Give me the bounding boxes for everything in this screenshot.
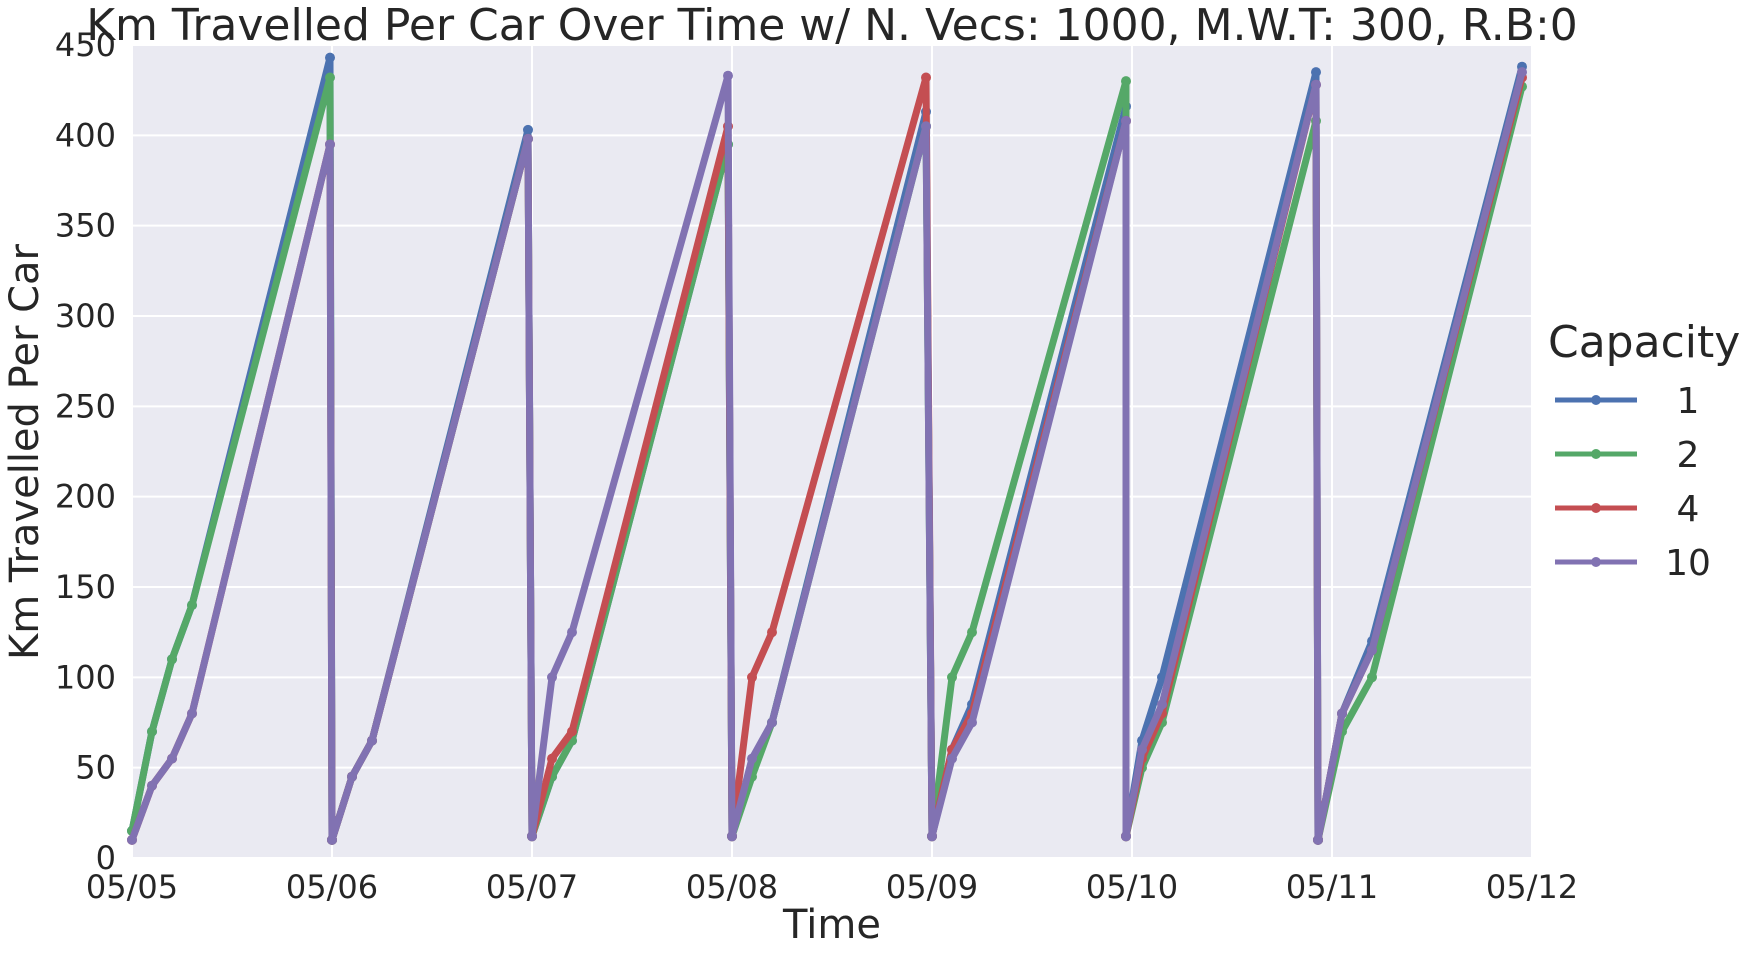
- y-axis-label: Km Travelled Per Car: [2, 243, 48, 660]
- chart-title: Km Travelled Per Car Over Time w/ N. Vec…: [86, 0, 1578, 51]
- data-point: [187, 600, 197, 611]
- y-tick-label: 350: [55, 207, 116, 245]
- data-point: [147, 726, 157, 737]
- x-tick-label: 05/08: [686, 868, 778, 906]
- data-point: [1517, 67, 1527, 78]
- data-point: [523, 124, 533, 135]
- y-tick-label: 400: [55, 116, 116, 154]
- data-point: [325, 72, 335, 83]
- data-point: [325, 52, 335, 63]
- legend-title: Capacity: [1548, 317, 1740, 368]
- x-tick-label: 05/10: [1086, 868, 1178, 906]
- data-point: [167, 753, 177, 764]
- data-point: [1367, 645, 1377, 656]
- data-point: [327, 834, 337, 845]
- data-point: [727, 831, 737, 842]
- legend-label-1: 1: [1677, 381, 1700, 422]
- x-tick-label: 05/11: [1286, 868, 1378, 906]
- series-layer: [127, 52, 1527, 845]
- x-tick-label: 05/07: [486, 868, 578, 906]
- x-axis-ticks: 05/05 05/06 05/07 05/08 05/09 05/10 05/11 05/12: [86, 868, 1578, 906]
- data-point: [1157, 699, 1167, 710]
- data-point: [927, 831, 937, 842]
- y-tick-label: 150: [55, 568, 116, 606]
- data-point: [747, 672, 757, 683]
- legend-label-10: 10: [1665, 543, 1711, 584]
- data-point: [567, 627, 577, 638]
- data-point: [1311, 79, 1321, 90]
- data-point: [325, 139, 335, 150]
- data-point: [167, 654, 177, 665]
- data-point: [1157, 672, 1167, 683]
- data-point: [367, 735, 377, 746]
- data-point: [947, 672, 957, 683]
- data-point: [921, 72, 931, 83]
- x-tick-label: 05/09: [886, 868, 978, 906]
- data-point: [723, 70, 733, 81]
- data-point: [1121, 831, 1131, 842]
- data-point: [527, 831, 537, 842]
- legend-marker-2: [1591, 449, 1601, 459]
- x-tick-label: 05/05: [86, 868, 178, 906]
- legend-marker-1: [1591, 395, 1601, 405]
- data-point: [967, 627, 977, 638]
- y-tick-label: 250: [55, 387, 116, 425]
- data-point: [523, 133, 533, 144]
- data-point: [347, 771, 357, 782]
- y-tick-label: 100: [55, 658, 116, 696]
- data-point: [127, 834, 137, 845]
- data-point: [1121, 115, 1131, 126]
- data-point: [567, 726, 577, 737]
- legend-marker-4: [1591, 503, 1601, 513]
- series-10: [127, 67, 1527, 845]
- y-tick-label: 0: [96, 839, 116, 877]
- data-point: [767, 717, 777, 728]
- data-point: [147, 780, 157, 791]
- legend-label-4: 4: [1677, 489, 1700, 530]
- x-axis-label: Time: [782, 902, 881, 948]
- data-point: [1137, 744, 1147, 755]
- data-point: [187, 708, 197, 719]
- y-axis-ticks: 0 50 100 150 200 250 300 350 400 450: [55, 26, 116, 877]
- data-point: [767, 627, 777, 638]
- legend: Capacity 1 2 4 10: [1548, 317, 1740, 584]
- y-tick-label: 300: [55, 297, 116, 335]
- plot-background: [132, 45, 1532, 858]
- x-tick-label: 05/12: [1486, 868, 1578, 906]
- data-point: [1367, 672, 1377, 683]
- data-point: [547, 672, 557, 683]
- data-point: [921, 121, 931, 132]
- y-tick-label: 200: [55, 478, 116, 516]
- data-point: [1121, 76, 1131, 87]
- data-point: [1337, 708, 1347, 719]
- data-point: [547, 753, 557, 764]
- data-point: [1311, 67, 1321, 78]
- legend-label-2: 2: [1677, 435, 1700, 476]
- data-point: [1313, 834, 1323, 845]
- y-tick-label: 50: [75, 749, 116, 787]
- data-point: [747, 753, 757, 764]
- data-point: [947, 753, 957, 764]
- data-point: [967, 717, 977, 728]
- y-tick-label: 450: [55, 26, 116, 64]
- x-tick-label: 05/06: [286, 868, 378, 906]
- legend-marker-10: [1591, 557, 1601, 567]
